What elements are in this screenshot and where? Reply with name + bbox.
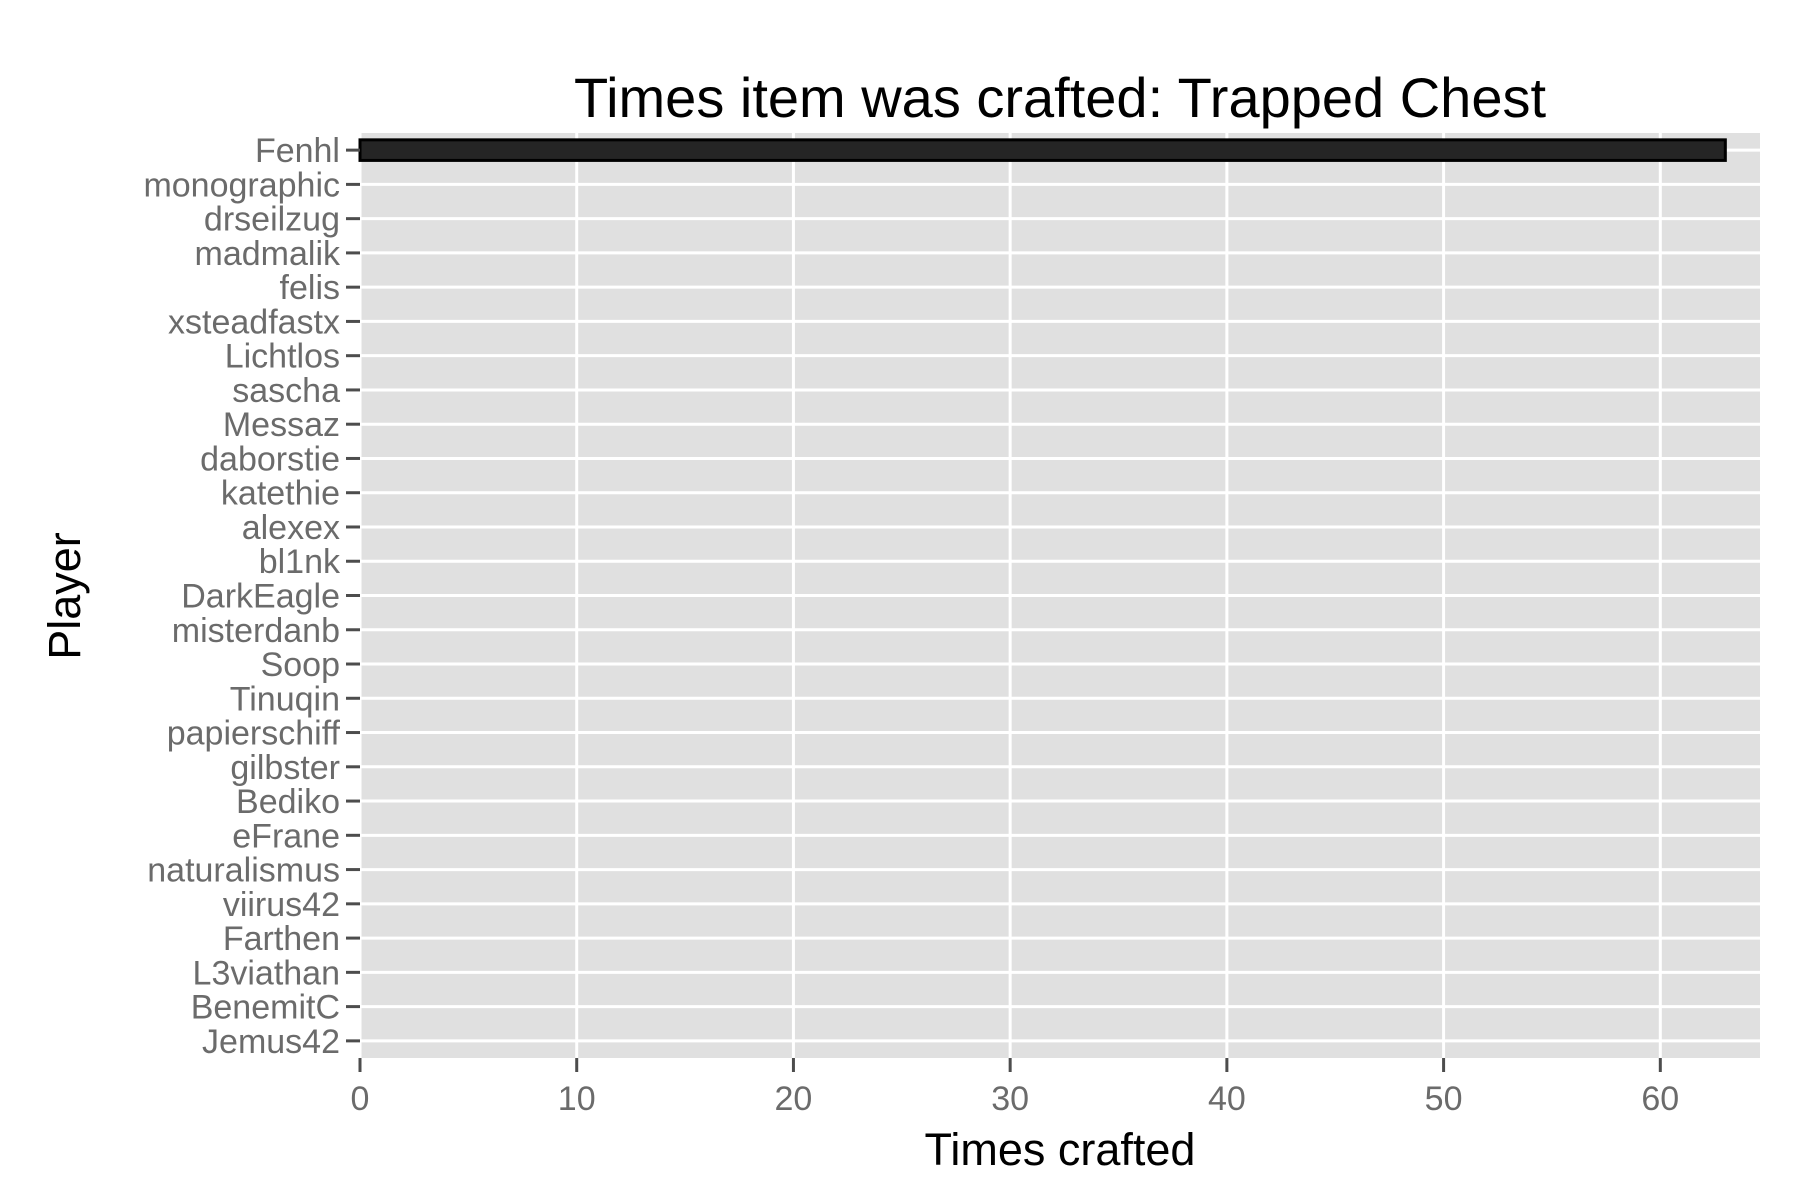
y-tick-label: felis (280, 269, 340, 307)
y-tick-label: madmalik (195, 235, 341, 273)
y-tick-label: monographic (143, 166, 340, 204)
gridlines (358, 133, 1760, 1058)
y-tick-label: daborstie (200, 440, 340, 478)
y-tick-label: Bediko (236, 783, 340, 821)
x-tick-label: 60 (1641, 1080, 1679, 1118)
y-tick-label: xsteadfastx (168, 303, 340, 341)
y-tick-label: gilbster (230, 749, 340, 787)
y-tick-label: Tinuqin (230, 680, 340, 718)
x-axis-title: Times crafted (925, 1124, 1196, 1175)
y-axis-title: Player (39, 532, 90, 660)
x-tick-label: 20 (775, 1080, 813, 1118)
y-tick-label: alexex (242, 509, 340, 547)
chart-title: Times item was crafted: Trapped Chest (574, 66, 1547, 129)
x-tick-label: 30 (991, 1080, 1029, 1118)
y-tick-label: katethie (221, 475, 340, 513)
y-tick-label: misterdanb (172, 612, 340, 650)
y-tick-label: papierschiff (167, 715, 341, 753)
x-tick-label: 0 (351, 1080, 370, 1118)
y-tick-label: naturalismus (147, 852, 340, 890)
x-tick-label: 40 (1208, 1080, 1246, 1118)
y-tick-label: BenemitC (191, 989, 340, 1027)
y-tick-label: L3viathan (193, 954, 340, 992)
y-tick-label: Soop (261, 646, 340, 684)
bars (358, 138, 1727, 162)
x-tick-label: 50 (1425, 1080, 1463, 1118)
y-tick-label: Fenhl (255, 132, 340, 170)
x-axis: 0 10 20 30 40 50 60 (351, 1058, 1679, 1118)
y-tick-label: viirus42 (223, 886, 340, 924)
x-tick-label: 10 (558, 1080, 596, 1118)
y-tick-label: Farthen (223, 920, 340, 958)
y-tick-label: eFrane (232, 817, 340, 855)
bar-Fenhl (358, 138, 1727, 162)
y-axis: Fenhlmonographicdrseilzugmadmalikfelisxs… (143, 132, 360, 1061)
y-tick-label: drseilzug (204, 201, 340, 239)
y-tick-label: DarkEagle (181, 578, 340, 616)
y-tick-label: sascha (232, 372, 340, 410)
y-tick-label: bl1nk (259, 543, 341, 581)
y-tick-label: Lichtlos (225, 338, 340, 376)
y-tick-label: Messaz (223, 406, 340, 444)
y-tick-label: Jemus42 (202, 1023, 340, 1061)
